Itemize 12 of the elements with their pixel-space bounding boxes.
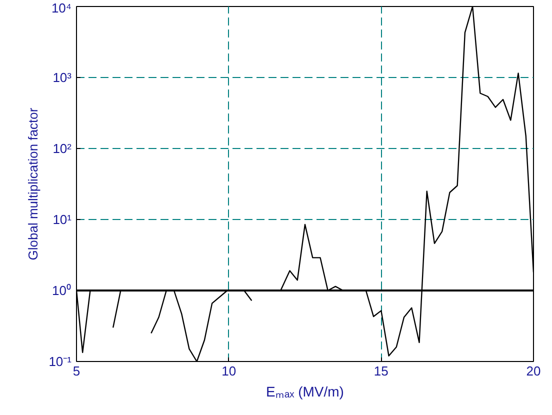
x-tick-label: 20	[526, 364, 541, 378]
y-tick-label: 10⁴	[51, 0, 72, 16]
y-tick-label: 10³	[52, 70, 72, 85]
y-tick-label: 10⁰	[52, 283, 72, 298]
x-tick-label: 15	[374, 364, 388, 378]
y-axis-title: Global multiplication factor	[26, 107, 41, 260]
y-tick-label: 10²	[52, 141, 72, 156]
y-tick-label: 10⁻¹	[48, 354, 72, 369]
x-tick-label: 5	[72, 364, 80, 378]
x-tick-label: 10	[222, 364, 236, 378]
y-tick-label: 10¹	[52, 212, 72, 227]
x-axis-title: Eₘₐₓ (MV/m)	[266, 384, 344, 400]
